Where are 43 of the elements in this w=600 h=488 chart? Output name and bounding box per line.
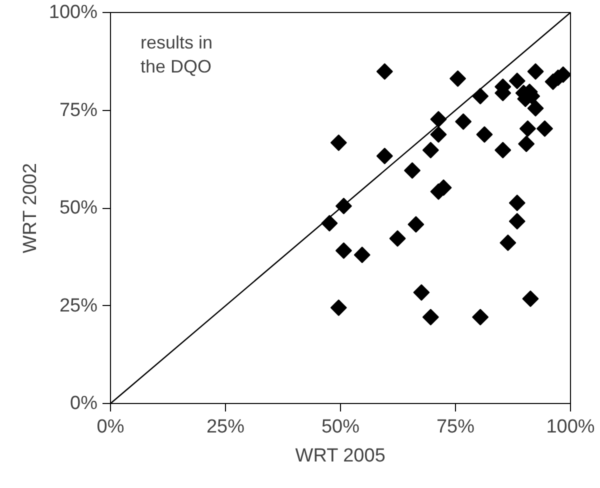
point xyxy=(508,194,526,212)
point xyxy=(519,120,536,137)
point xyxy=(518,136,535,152)
point xyxy=(404,162,421,179)
annotation: results in the DQO xyxy=(140,32,213,76)
point xyxy=(472,308,489,326)
point xyxy=(376,63,393,80)
x-tick-label: 100% xyxy=(546,416,595,438)
point xyxy=(527,100,544,117)
point xyxy=(330,299,347,316)
point xyxy=(450,70,466,87)
point xyxy=(422,142,439,158)
point xyxy=(422,308,439,326)
point xyxy=(413,284,430,301)
point xyxy=(522,290,539,307)
point xyxy=(408,216,424,233)
x-tick-label: 0% xyxy=(96,416,124,438)
point xyxy=(508,72,526,90)
point xyxy=(500,234,516,252)
point xyxy=(476,126,493,143)
point xyxy=(321,214,338,232)
y-tick-label: 75% xyxy=(59,100,98,121)
x-tick-label: 50% xyxy=(321,416,360,438)
point xyxy=(354,246,370,264)
y-axis-title: WRT 2002 xyxy=(20,163,41,254)
point xyxy=(494,142,512,158)
x-tick-label: 25% xyxy=(206,416,245,438)
point xyxy=(376,148,393,164)
point xyxy=(430,126,447,143)
point xyxy=(508,213,526,230)
point xyxy=(527,63,544,80)
point xyxy=(536,120,554,137)
x-tick-label: 75% xyxy=(436,416,475,438)
x-axis-title: WRT 2005 xyxy=(295,446,386,466)
point xyxy=(389,230,406,247)
point xyxy=(455,113,472,130)
point xyxy=(330,134,347,151)
y-tick-label: 100% xyxy=(48,2,98,23)
y-tick-label: 25% xyxy=(59,295,98,316)
y-tick-label: 0% xyxy=(70,393,98,414)
point xyxy=(335,198,352,214)
y-tick-label: 50% xyxy=(59,198,98,218)
point xyxy=(335,242,352,259)
